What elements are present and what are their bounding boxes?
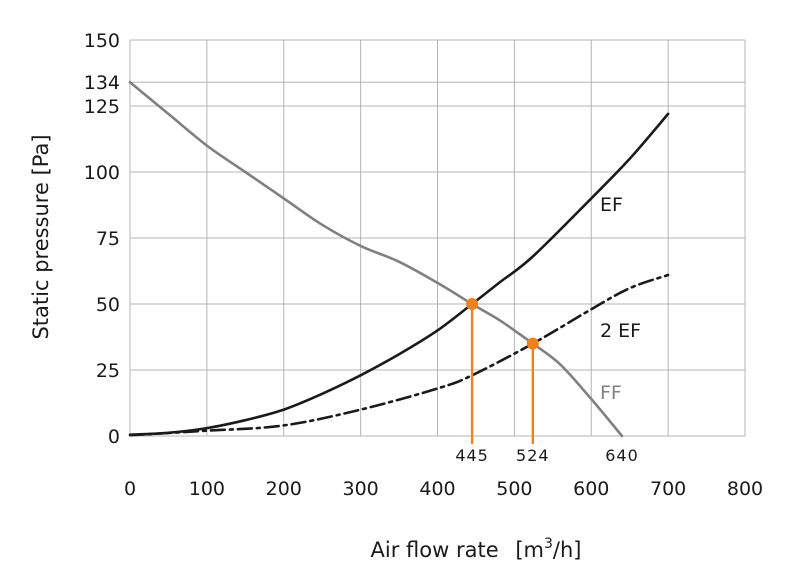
y-tick-label: 0: [108, 426, 120, 448]
operating-point-label-445: 445: [455, 446, 489, 465]
tick-labels: 0 100 200 300 400 500 600 700 800 0 25 50 75 100 125 15…: [84, 30, 763, 500]
y-tick-label: 50: [96, 294, 120, 316]
series-label-ef: EF: [600, 194, 623, 216]
x-axis-label: Air flow rate [m3/h]: [371, 536, 582, 562]
grid: [129, 39, 746, 437]
series-line-ff: [128, 80, 624, 438]
y-tick-label: 100: [84, 162, 120, 184]
x-tick-label: 300: [342, 478, 378, 500]
x-tick-label: 800: [727, 478, 763, 500]
x-tick-label: 700: [650, 478, 686, 500]
series-line-ef: [128, 112, 670, 436]
x-axis-label-text: Air flow rate: [371, 538, 499, 562]
operating-points: 445 524 640: [455, 298, 638, 465]
series-line-2ef: [128, 273, 670, 437]
x-axis-unit-sup: 3: [544, 536, 553, 552]
x-tick-label: 600: [573, 478, 609, 500]
x-axis-unit-open: [m: [515, 538, 544, 562]
series-label-2ef: 2 EF: [600, 320, 641, 342]
x-tick-label: 100: [189, 478, 225, 500]
y-tick-label: 150: [84, 30, 120, 52]
series-label-ff: FF: [600, 382, 622, 404]
operating-point-524: [526, 337, 539, 350]
y-tick-label: 25: [96, 360, 120, 382]
y-axis-label: Static pressure [Pa]: [29, 134, 53, 339]
y-tick-label: 125: [84, 96, 120, 118]
x-tick-label: 500: [496, 478, 532, 500]
operating-point-label-524: 524: [516, 446, 550, 465]
x-axis-unit-close: /h]: [553, 538, 582, 562]
x-tick-label: 0: [124, 478, 136, 500]
curves: [128, 80, 670, 438]
x-tick-label: 400: [419, 478, 455, 500]
y-tick-label-extra: 134: [84, 72, 120, 94]
x-tick-label: 200: [266, 478, 302, 500]
operating-point-445: [466, 298, 479, 310]
x-annotation-label: 640: [605, 446, 639, 465]
y-tick-label: 75: [96, 228, 120, 250]
